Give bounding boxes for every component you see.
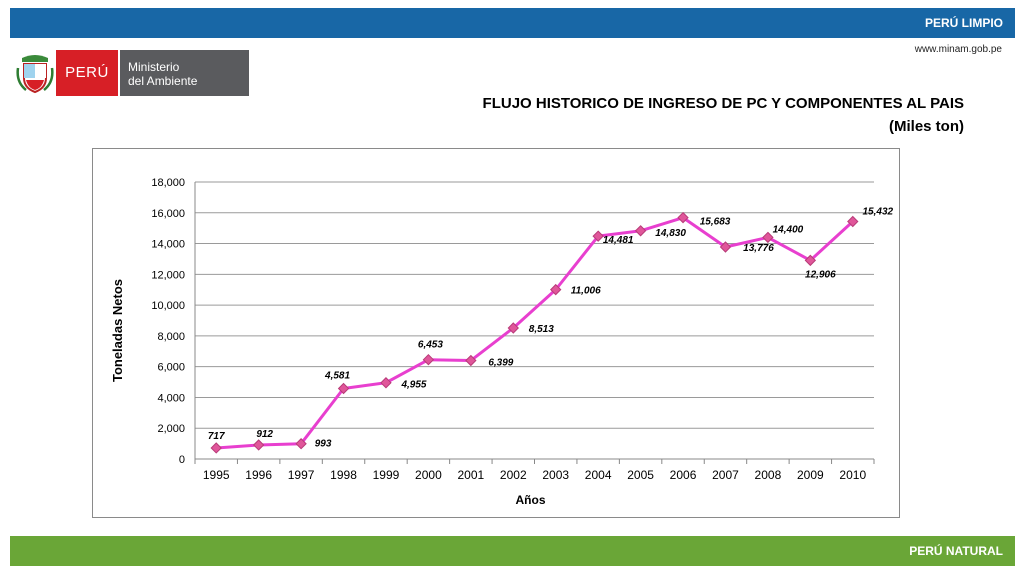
data-label: 993 [315,439,332,450]
x-tick-label: 2007 [712,468,739,482]
y-tick-label: 6,000 [157,362,185,374]
logo-ministry: Ministerio del Ambiente [120,50,249,96]
y-tick-label: 2,000 [157,423,185,435]
data-label: 15,683 [700,217,731,228]
data-point-marker [634,225,647,237]
x-tick-label: 2010 [839,468,866,482]
data-label: 14,481 [603,235,634,246]
y-tick-label: 12,000 [151,269,185,281]
data-point-marker [422,353,435,366]
data-label: 912 [256,429,273,440]
x-tick-label: 1999 [373,468,400,482]
x-tick-label: 1998 [330,468,357,482]
title-line-1: FLUJO HISTORICO DE INGRESO DE PC Y COMPO… [482,95,964,112]
y-tick-label: 14,000 [151,239,185,251]
logo-ministry-line2: del Ambiente [128,74,198,88]
data-point-marker [550,283,562,296]
ministry-logo: PERÚ Ministerio del Ambiente [16,50,249,97]
data-point-marker [719,241,732,253]
chart-container: 0 2,000 4,000 6,000 8,000 10,000 12,000 14,000 1… [92,148,900,518]
data-point-marker [210,442,222,454]
data-point-marker [847,215,859,228]
data-label: 11,006 [571,286,601,297]
y-tick-label: 10,000 [151,300,185,312]
coat-of-arms-icon [16,55,54,94]
logo-country: PERÚ [56,50,118,96]
x-tick-label: 2004 [585,468,612,482]
title-line-2: (Miles ton) [889,118,964,135]
data-label: 6,453 [418,340,443,351]
data-point-marker [252,439,265,451]
x-tick-label: 1996 [245,468,272,482]
y-tick-label: 18,000 [151,177,185,189]
x-tick-label: 1995 [203,468,230,482]
data-point-marker [804,254,817,267]
data-point-marker [380,377,392,389]
x-tick-label: 2008 [755,468,782,482]
y-axis-title: Toneladas Netos [110,279,125,382]
top-banner: PERÚ LIMPIO [10,8,1015,38]
data-label: 4,581 [324,371,350,382]
data-point-marker [507,322,519,334]
y-tick-label: 16,000 [151,208,185,220]
logo-ministry-line1: Ministerio [128,60,180,74]
line-chart: 0 2,000 4,000 6,000 8,000 10,000 12,000 14,000 1… [110,177,894,507]
x-tick-label: 2002 [500,468,527,482]
x-tick-label: 2006 [670,468,697,482]
x-tick-label: 2005 [627,468,654,482]
data-point-marker [465,354,477,367]
x-tick-label: 2000 [415,468,442,482]
data-label: 14,400 [773,224,804,235]
data-label: 717 [208,431,225,442]
x-tick-label: 2009 [797,468,824,482]
data-point-marker [592,230,604,242]
y-tick-label: 0 [179,454,185,466]
website-url[interactable]: www.minam.gob.pe [914,44,1002,55]
x-axis-title: Años [516,493,546,507]
data-label: 12,906 [805,269,836,280]
series-line [216,216,854,450]
data-point-marker [337,382,350,395]
x-tick-label: 1997 [288,468,315,482]
data-point-marker [762,231,774,244]
data-label: 8,513 [529,324,554,335]
x-tick-label: 2001 [457,468,484,482]
bottom-banner-label: PERÚ NATURAL [909,544,1003,558]
data-point-marker [677,211,689,224]
data-label: 6,399 [488,358,513,369]
bottom-banner: PERÚ NATURAL [10,536,1015,566]
data-label: 14,830 [655,228,686,239]
top-banner-label: PERÚ LIMPIO [924,16,1003,30]
data-point-marker [295,438,307,450]
page-title: FLUJO HISTORICO DE INGRESO DE PC Y COMPO… [483,92,964,138]
x-tick-label: 2003 [542,468,569,482]
data-label: 13,776 [743,243,774,254]
data-label: 15,432 [862,207,893,218]
y-tick-label: 4,000 [157,392,185,404]
y-tick-label: 8,000 [157,331,185,343]
data-label: 4,955 [400,380,426,391]
